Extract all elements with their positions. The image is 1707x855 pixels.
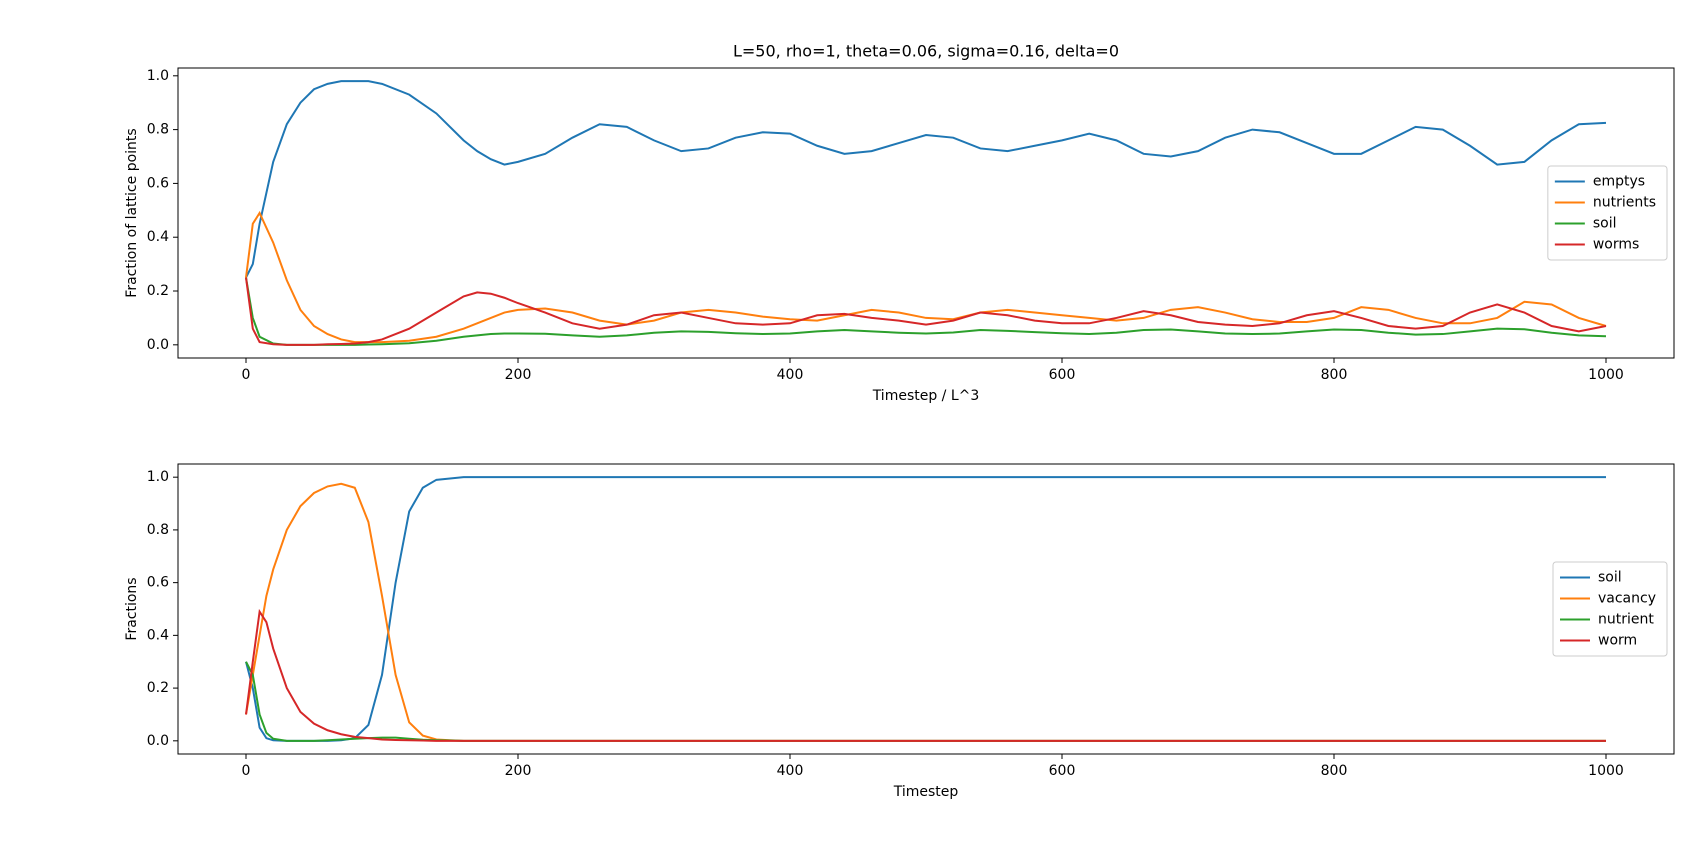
chart-title: L=50, rho=1, theta=0.06, sigma=0.16, del… xyxy=(733,42,1119,61)
x-tick-label: 1000 xyxy=(1588,763,1624,779)
y-tick-label: 0.4 xyxy=(147,627,169,643)
y-tick-label: 0.2 xyxy=(147,680,169,696)
series-line xyxy=(245,277,1607,346)
x-tick-label: 200 xyxy=(505,763,532,779)
legend-label: nutrients xyxy=(1593,195,1656,211)
x-tick-label: 0 xyxy=(242,367,251,383)
x-axis-label: Timestep / L^3 xyxy=(872,388,980,404)
legend-label: nutrient xyxy=(1598,612,1654,628)
legend-label: emptys xyxy=(1593,174,1645,190)
legend-label: worms xyxy=(1593,237,1639,253)
y-tick-label: 0.8 xyxy=(147,122,169,138)
x-axis-label: Timestep xyxy=(893,784,959,800)
legend-label: soil xyxy=(1593,216,1617,232)
x-tick-label: 800 xyxy=(1321,367,1348,383)
y-tick-label: 0.6 xyxy=(147,175,169,191)
series-line xyxy=(245,608,1606,742)
y-tick-label: 1.0 xyxy=(147,469,169,485)
series-line xyxy=(245,661,1606,742)
series-line xyxy=(245,210,1607,344)
x-tick-label: 600 xyxy=(1049,763,1076,779)
y-axis-label: Fraction of lattice points xyxy=(124,128,140,297)
y-tick-label: 0.6 xyxy=(147,575,169,591)
x-tick-label: 600 xyxy=(1049,367,1076,383)
series-line xyxy=(245,80,1607,279)
x-tick-label: 800 xyxy=(1321,763,1348,779)
x-tick-label: 400 xyxy=(777,763,804,779)
legend-label: vacancy xyxy=(1598,591,1656,607)
legend-label: worm xyxy=(1598,633,1637,649)
y-tick-label: 0.4 xyxy=(147,229,169,245)
y-axis-label: Fractions xyxy=(124,577,140,640)
x-tick-label: 1000 xyxy=(1588,367,1624,383)
y-tick-label: 0.0 xyxy=(147,337,169,353)
y-tick-label: 0.8 xyxy=(147,522,169,538)
x-tick-label: 0 xyxy=(242,763,251,779)
axes-frame xyxy=(177,463,1675,755)
y-tick-label: 0.2 xyxy=(147,283,169,299)
axes-frame xyxy=(177,67,1675,359)
y-tick-label: 1.0 xyxy=(147,68,169,84)
series-line xyxy=(245,482,1606,742)
series-line xyxy=(245,277,1607,346)
x-tick-label: 200 xyxy=(505,367,532,383)
legend-frame xyxy=(1547,165,1668,261)
y-tick-label: 0.0 xyxy=(147,733,169,749)
legend-frame xyxy=(1552,561,1668,657)
x-tick-label: 400 xyxy=(777,367,804,383)
series-line xyxy=(245,476,1606,742)
legend-label: soil xyxy=(1598,570,1622,586)
